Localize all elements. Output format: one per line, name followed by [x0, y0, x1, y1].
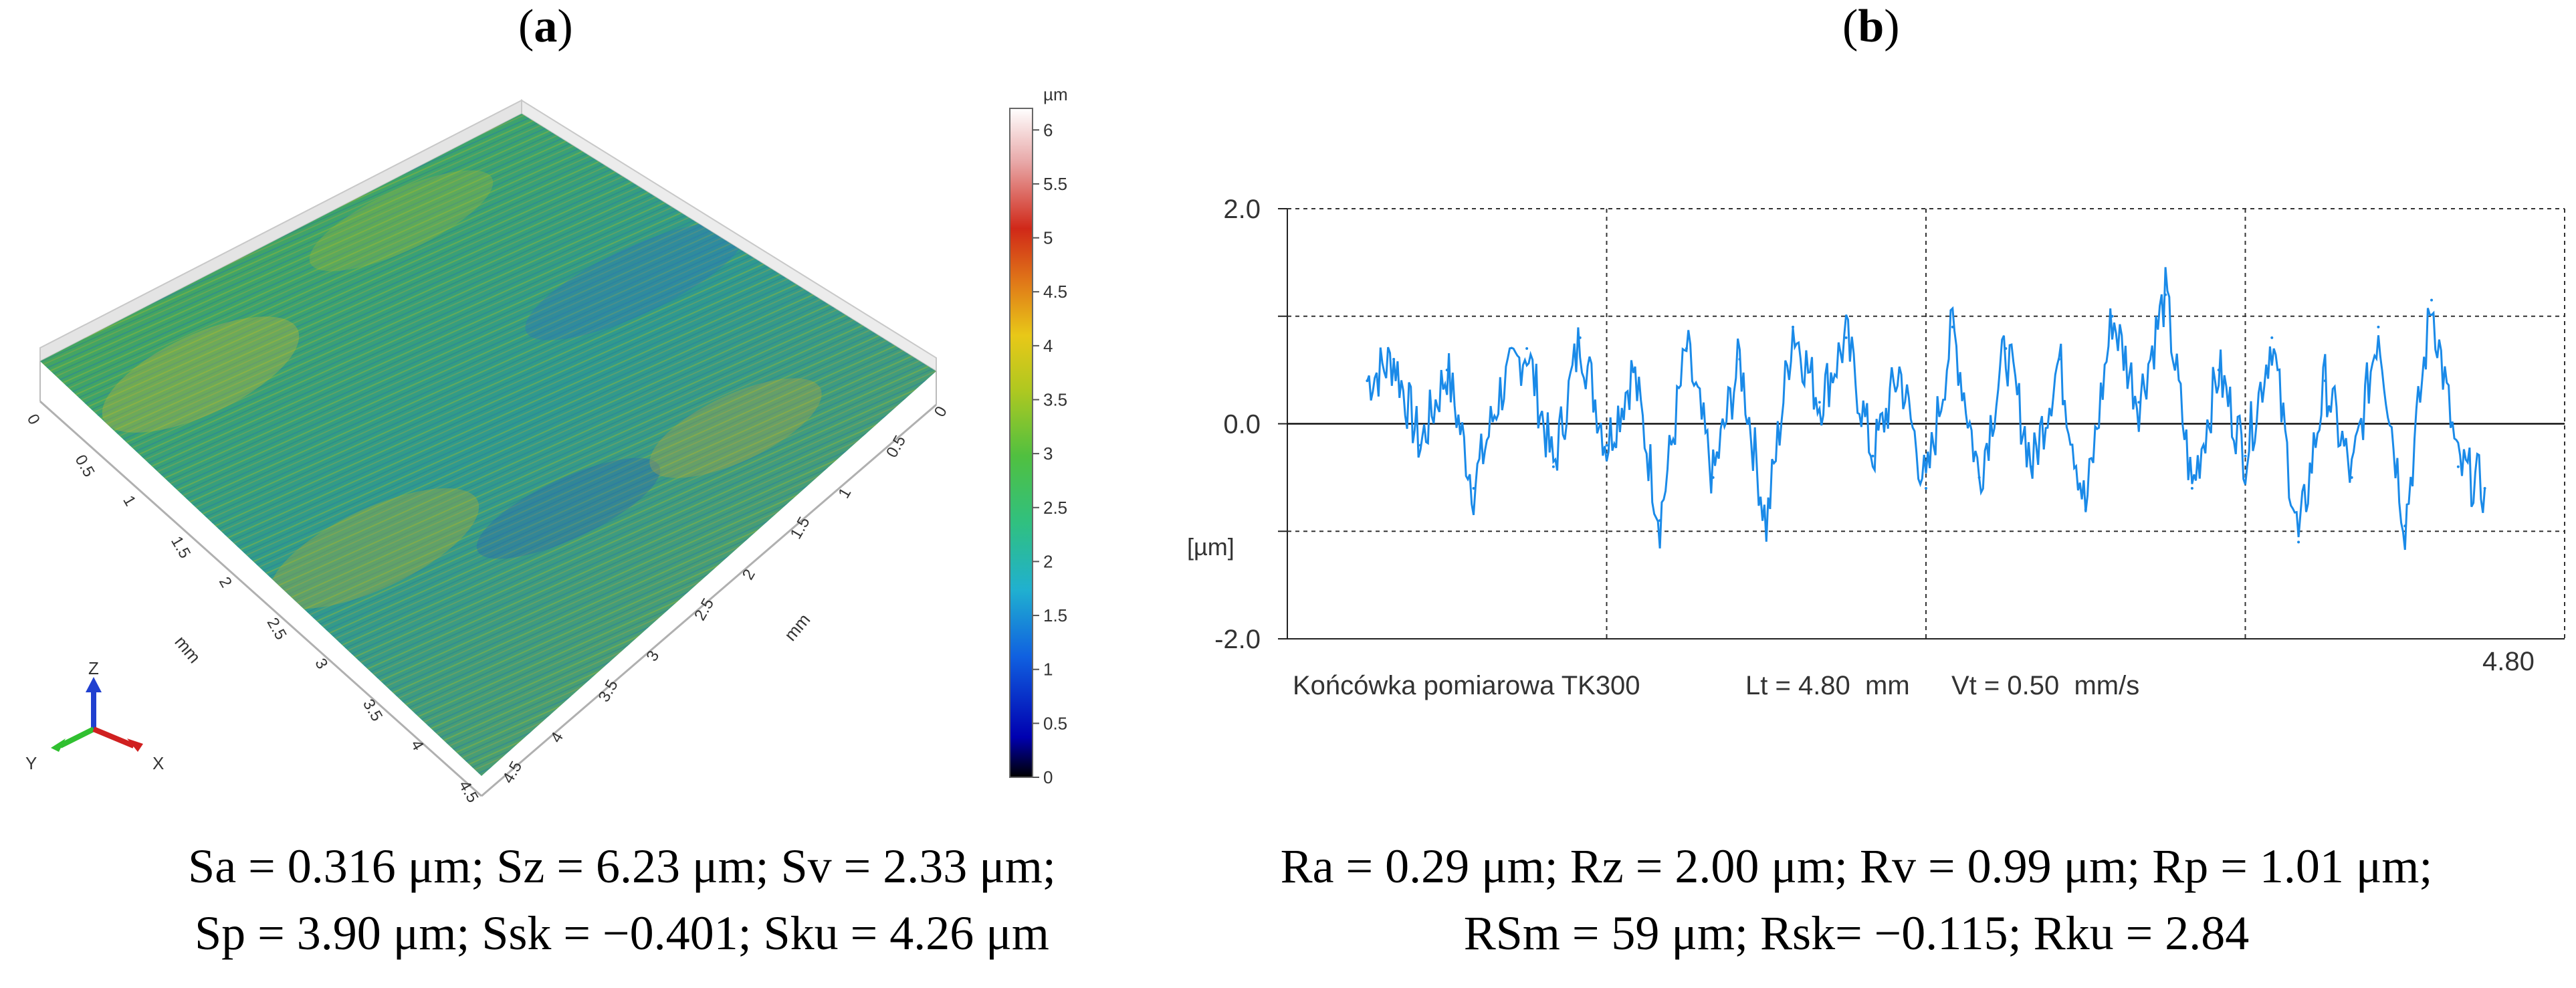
profile-point — [1685, 347, 1688, 350]
colorbar-tick-label: 1 — [1043, 660, 1053, 680]
axis-x-label: X — [152, 753, 164, 773]
profile-lt-text: Lt = 4.80 mm — [1745, 671, 1910, 700]
profile-point — [1658, 519, 1662, 522]
profile-point — [2137, 401, 2141, 404]
panel-a-label: (a) — [518, 1, 573, 52]
back-wall-right — [521, 99, 937, 373]
profile-point — [2483, 486, 2486, 490]
profile-point — [2323, 379, 2327, 383]
caption-a-line2: Sp = 3.90 μm; Ssk = −0.401; Sku = 4.26 μ… — [195, 906, 1049, 960]
profile-point — [2244, 454, 2247, 458]
caption-b-line2: RSm = 59 μm; Rsk= −0.115; Rku = 2.84 — [1463, 906, 2250, 960]
caption-a-line1: Sa = 0.316 μm; Sz = 6.23 μm; Sv = 2.33 μ… — [188, 839, 1056, 893]
profile-point — [1977, 476, 1981, 479]
profile-point — [2111, 314, 2114, 318]
profile-point — [1632, 369, 1635, 372]
profile-point — [1818, 401, 1821, 404]
colorbar-unit: µm — [1043, 84, 1068, 104]
profile-probe-text: Końcówka pomiarowa TK300 — [1293, 671, 1640, 700]
profile-point — [1951, 325, 1954, 328]
profile-point — [1711, 476, 1715, 479]
profile-y-label: [µm] — [1187, 533, 1235, 561]
profile-point — [2084, 508, 2087, 512]
colorbar-tick-label: 3.5 — [1043, 389, 1067, 409]
caption-a: Sa = 0.316 μm; Sz = 6.23 μm; Sv = 2.33 μ… — [0, 833, 1244, 967]
profile-point — [1898, 369, 1901, 372]
colorbar-tick-label: 0.5 — [1043, 713, 1067, 733]
profile-point — [2403, 524, 2407, 528]
profile-point — [2190, 486, 2193, 490]
colorbar-tick-label: 4 — [1043, 336, 1053, 356]
profile-point — [1525, 347, 1529, 350]
profile-point — [2031, 465, 2034, 468]
colorbar-tick-label: 2 — [1043, 551, 1053, 571]
profile-y-ticks: 2.0 0.0 -2.0 — [1214, 195, 1261, 654]
profile-series-line — [1366, 267, 2486, 551]
profile-point — [1925, 486, 1927, 490]
colorbar — [1009, 108, 1033, 778]
profile-point — [2377, 325, 2380, 328]
profile-point — [2430, 298, 2434, 302]
colorbar-tick-label: 1.5 — [1043, 605, 1067, 625]
profile-point — [1871, 454, 1874, 458]
profile-point — [1499, 390, 1502, 393]
profile-point — [1418, 443, 1422, 447]
profile-point — [2350, 476, 2353, 479]
profile-point — [2297, 540, 2300, 544]
profile-point — [2270, 336, 2274, 339]
profile-point — [2004, 347, 2008, 350]
profile-point — [1605, 443, 1608, 447]
profile-point — [2456, 465, 2460, 468]
colorbar-tick-label: 5.5 — [1043, 174, 1067, 194]
caption-b-line1: Ra = 0.29 μm; Rz = 2.00 μm; Rv = 0.99 μm… — [1280, 839, 2433, 893]
profile-y-tick-label: 0.0 — [1223, 410, 1261, 439]
profile-point — [1578, 336, 1582, 339]
profile-point — [1792, 325, 1795, 328]
profile-x-end-label: 4.80 — [2482, 647, 2535, 676]
profile-point — [2217, 369, 2220, 372]
colorbar-tick-label: 2.5 — [1043, 498, 1067, 518]
profile-point — [2057, 358, 2060, 361]
colorbar-tick-label: 6 — [1043, 120, 1053, 140]
profile-point — [1366, 379, 1369, 383]
axis-y-label: Y — [25, 753, 37, 773]
colorbar-tick-label: 0 — [1043, 767, 1053, 787]
colorbar-tick-label: 3 — [1043, 443, 1053, 464]
profile-point — [2164, 293, 2167, 296]
caption-b: Ra = 0.29 μm; Rz = 2.00 μm; Rv = 0.99 μm… — [1137, 833, 2576, 967]
colorbar-tick-label: 4.5 — [1043, 282, 1067, 302]
profile-chart: 2.0 0.0 -2.0 [µm] Końcówka pomiarowa TK300… — [1187, 195, 2565, 700]
profile-grid — [1278, 208, 2565, 639]
profile-point — [1445, 369, 1448, 372]
profile-vt-text: Vt = 0.50 mm/s — [1951, 671, 2139, 700]
colorbar-ticks: 0 0.5 1 1.5 2 2.5 3 3.5 4 4.5 5 5.5 6 — [1033, 120, 1067, 787]
profile-point — [1551, 465, 1555, 468]
profile-point — [1765, 524, 1768, 528]
profile-point — [1844, 336, 1848, 339]
profile-point — [1392, 358, 1396, 361]
panel-b-label: (b) — [1842, 1, 1900, 52]
profile-points — [1366, 293, 2486, 544]
axis-z-label: Z — [88, 658, 99, 678]
profile-y-tick-label: 2.0 — [1223, 195, 1261, 224]
axes-triad-icon: Z Y X — [25, 658, 164, 773]
profile-y-tick-label: -2.0 — [1214, 625, 1261, 654]
surface-plot: 00.511.522.533.544.5 mm 00.511.522.533.5… — [23, 84, 1068, 806]
colorbar-tick-label: 5 — [1043, 228, 1053, 248]
profile-point — [1472, 486, 1475, 490]
profile-point — [1738, 358, 1741, 361]
